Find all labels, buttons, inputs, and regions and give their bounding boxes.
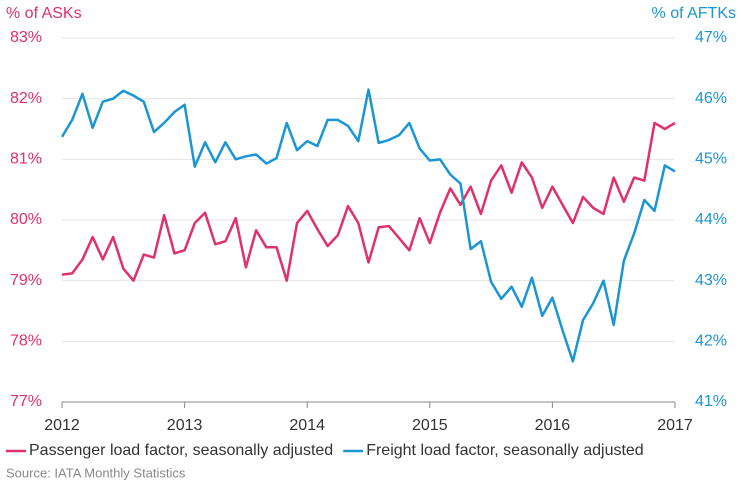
y2-tick-label: 41% — [695, 393, 727, 410]
y2-tick-label: 42% — [695, 333, 727, 350]
y2-tick-label: 43% — [695, 272, 727, 289]
y2-tick-label: 44% — [695, 211, 727, 228]
y-tick-label: 81% — [10, 151, 42, 168]
y2-axis-title: % of AFTKs — [652, 5, 736, 22]
y2-tick-label: 47% — [695, 29, 727, 46]
x-tick-label: 2014 — [289, 417, 325, 434]
y-axis-title: % of ASKs — [6, 5, 82, 22]
legend-label: Freight load factor, seasonally adjusted — [366, 442, 644, 459]
y-tick-label: 79% — [10, 272, 42, 289]
x-tick-label: 2017 — [657, 417, 693, 434]
x-tick-label: 2015 — [412, 417, 448, 434]
series-line — [60, 88, 676, 363]
source-note: Source: IATA Monthly Statistics — [6, 465, 186, 480]
y-tick-label: 82% — [10, 90, 42, 107]
y-tick-label: 77% — [10, 393, 42, 410]
x-tick-label: 2016 — [535, 417, 571, 434]
y-tick-label: 80% — [10, 211, 42, 228]
series-line — [61, 121, 676, 282]
x-tick-label: 2012 — [44, 417, 80, 434]
y2-tick-label: 46% — [695, 90, 727, 107]
y2-tick-label: 45% — [695, 151, 727, 168]
legend-label: Passenger load factor, seasonally adjust… — [29, 442, 333, 459]
y-tick-label: 83% — [10, 29, 42, 46]
y-tick-label: 78% — [10, 333, 42, 350]
x-tick-label: 2013 — [167, 417, 203, 434]
